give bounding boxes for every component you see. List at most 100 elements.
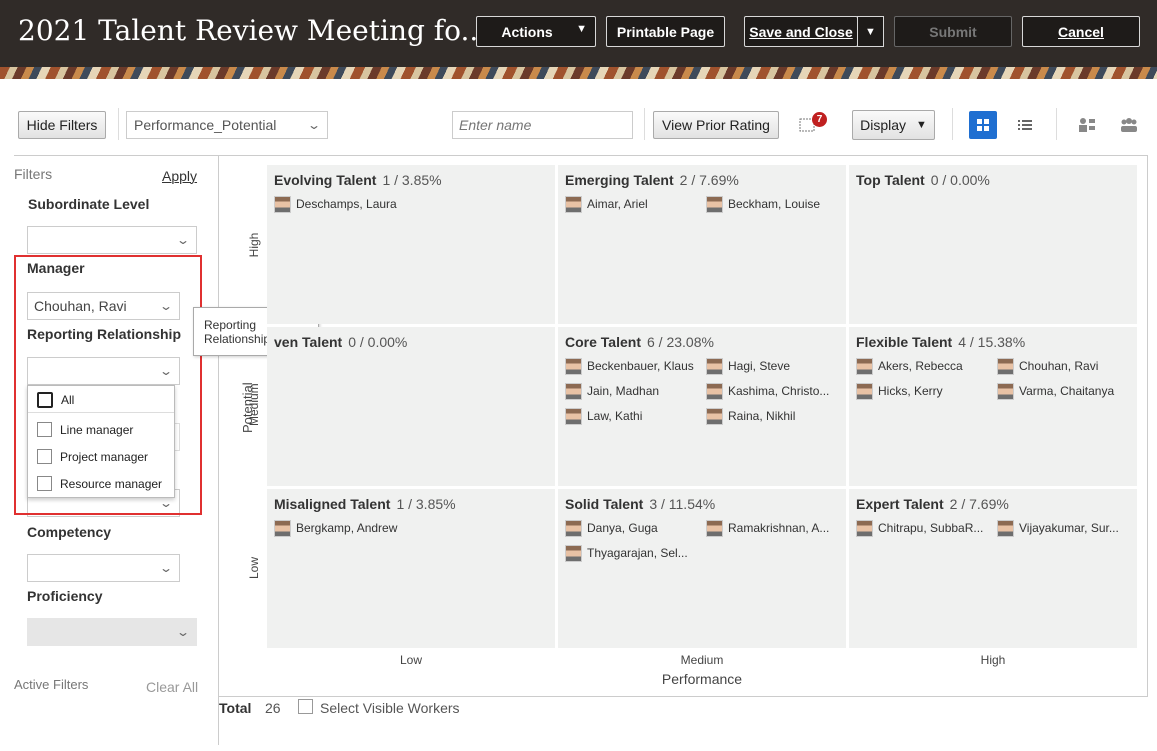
worker-card[interactable]: Thyagarajan, Sel... <box>565 543 688 563</box>
avatar <box>706 357 723 375</box>
talent-box-count: 0 / 0.00% <box>930 172 990 188</box>
worker-card[interactable]: Hagi, Steve <box>706 356 790 376</box>
avatar <box>565 382 582 400</box>
active-filters-label: Active Filters <box>14 677 89 692</box>
worker-card[interactable]: Hicks, Kerry <box>856 381 943 401</box>
actions-menu-button[interactable]: Actions ▼ <box>476 16 596 47</box>
worker-card[interactable]: Akers, Rebecca <box>856 356 963 376</box>
reporting-relationship-select[interactable]: ⌄ <box>27 357 180 385</box>
x-axis-title: Performance <box>661 671 743 687</box>
worker-card[interactable]: Chouhan, Ravi <box>997 356 1098 376</box>
talent-box-name: Solid Talent <box>565 496 644 512</box>
cancel-button[interactable]: Cancel <box>1022 16 1140 47</box>
worker-name: Jain, Madhan <box>587 384 660 398</box>
actions-label: Actions <box>501 23 553 40</box>
checkbox-resource-manager[interactable] <box>37 476 52 491</box>
save-options-caret-icon[interactable]: ▼ <box>857 16 884 47</box>
avatar <box>706 519 723 537</box>
talent-box-count: 1 / 3.85% <box>396 496 456 512</box>
checkbox-line-manager[interactable] <box>37 422 52 437</box>
notification-badge: 7 <box>812 112 827 127</box>
avatar <box>565 407 582 425</box>
talent-box-title: Misaligned Talent 1 / 3.85% <box>274 496 456 512</box>
chevron-down-icon: ⌄ <box>158 496 174 510</box>
avatar <box>565 357 582 375</box>
worker-card[interactable]: Chitrapu, SubbaR... <box>856 518 983 538</box>
caret-down-icon: ▼ <box>916 119 927 131</box>
worker-card[interactable]: Beckham, Louise <box>706 194 820 214</box>
talent-box-title: Flexible Talent 4 / 15.38% <box>856 334 1025 350</box>
avatar <box>997 357 1014 375</box>
caret-down-icon: ▼ <box>576 23 587 35</box>
worker-name: Law, Kathi <box>587 409 643 423</box>
select-visible-checkbox[interactable] <box>298 699 313 714</box>
worker-card[interactable]: Danya, Guga <box>565 518 658 538</box>
subordinate-level-select[interactable]: ⌄ <box>27 226 197 254</box>
worker-card[interactable]: Ramakrishnan, A... <box>706 518 829 538</box>
checkbox-all[interactable] <box>37 392 53 408</box>
option-resource-manager[interactable]: Resource manager <box>28 471 174 496</box>
worker-card[interactable]: Law, Kathi <box>565 406 642 426</box>
talent-box-title: Expert Talent 2 / 7.69% <box>856 496 1009 512</box>
talent-box-name: Core Talent <box>565 334 641 350</box>
competency-select[interactable]: ⌄ <box>27 554 180 582</box>
worker-card[interactable]: Beckenbauer, Klaus <box>565 356 694 376</box>
view-prior-rating-button[interactable]: View Prior Rating <box>653 111 779 139</box>
worker-name: Chitrapu, SubbaR... <box>878 521 984 535</box>
clear-all-link[interactable]: Clear All <box>146 679 199 695</box>
display-menu-button[interactable]: Display ▼ <box>852 110 935 140</box>
apply-filters-link[interactable]: Apply <box>162 168 198 184</box>
save-and-close-button[interactable]: Save and Close <box>744 16 858 47</box>
talent-box-count: 1 / 3.85% <box>382 172 442 188</box>
worker-name: Danya, Guga <box>587 521 658 535</box>
org-chart-icon[interactable] <box>1073 111 1101 139</box>
competency-label: Competency <box>27 524 112 540</box>
worker-card[interactable]: Jain, Madhan <box>565 381 659 401</box>
worker-name: Ramakrishnan, A... <box>728 521 830 535</box>
avatar <box>856 519 873 537</box>
talent-box-count: 0 / 0.00% <box>348 334 408 350</box>
view-select[interactable]: Performance_Potential ⌄ <box>126 111 328 139</box>
worker-name: Beckenbauer, Klaus <box>587 359 694 373</box>
name-search-input[interactable] <box>452 111 633 139</box>
talent-box-title: Core Talent 6 / 23.08% <box>565 334 714 350</box>
option-line-manager[interactable]: Line manager <box>28 417 174 442</box>
worker-card[interactable]: Deschamps, Laura <box>274 194 397 214</box>
talent-box-name: Flexible Talent <box>856 334 953 350</box>
proficiency-label: Proficiency <box>27 588 103 604</box>
list-view-icon[interactable] <box>1011 111 1039 139</box>
worker-card[interactable]: Kashima, Christo... <box>706 381 829 401</box>
avatar <box>856 382 873 400</box>
hide-filters-button[interactable]: Hide Filters <box>18 111 106 139</box>
talent-box: Misaligned Talent 1 / 3.85% Bergkamp, Andr… <box>267 489 555 648</box>
proficiency-select[interactable]: ⌄ <box>27 618 197 646</box>
total-label: Total <box>219 700 252 716</box>
subordinate-level-label: Subordinate Level <box>28 196 150 212</box>
worker-name: Hicks, Kerry <box>878 384 943 398</box>
chevron-down-icon: ⌄ <box>175 625 191 639</box>
printable-page-button[interactable]: Printable Page <box>606 16 725 47</box>
option-all[interactable]: All <box>28 388 174 413</box>
avatar <box>274 195 291 213</box>
worker-card[interactable]: Varma, Chaitanya <box>997 381 1114 401</box>
avatar <box>706 382 723 400</box>
submit-button[interactable]: Submit <box>894 16 1012 47</box>
talent-box-count: 2 / 7.69% <box>949 496 1009 512</box>
option-project-manager[interactable]: Project manager <box>28 444 174 469</box>
manager-select[interactable]: Chouhan, Ravi ⌄ <box>27 292 180 320</box>
worker-name: Raina, Nikhil <box>728 409 796 423</box>
talent-box-count: 6 / 23.08% <box>646 334 714 350</box>
checkbox-project-manager[interactable] <box>37 449 52 464</box>
talent-box: Evolving Talent 1 / 3.85% Deschamps, Laura <box>267 165 555 324</box>
team-icon[interactable] <box>1115 111 1143 139</box>
worker-card[interactable]: Vijayakumar, Sur... <box>997 518 1119 538</box>
divider <box>952 108 953 140</box>
worker-name: Varma, Chaitanya <box>1019 384 1115 398</box>
nine-box-grid <box>219 155 1148 697</box>
grid-view-icon[interactable] <box>969 111 997 139</box>
page-header: 2021 Talent Review Meeting fo... Actions… <box>0 0 1157 67</box>
worker-card[interactable]: Bergkamp, Andrew <box>274 518 397 538</box>
worker-card[interactable]: Aimar, Ariel <box>565 194 648 214</box>
worker-card[interactable]: Raina, Nikhil <box>706 406 795 426</box>
talent-box: ven Talent 0 / 0.00% <box>267 327 555 486</box>
